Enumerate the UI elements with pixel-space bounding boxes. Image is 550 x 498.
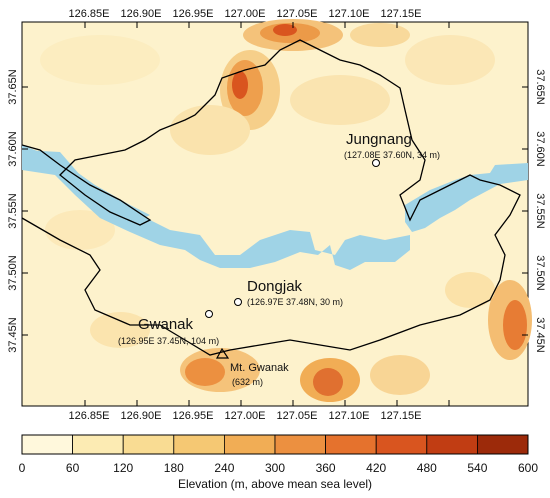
lon-tick-top-3: 126.95E	[173, 8, 214, 20]
lat-tick-left-4: 37.50N	[7, 255, 19, 291]
colorbar-tick-label: 540	[467, 461, 487, 475]
site-gwanak: Gwanak (126.95E 37.45N, 104 m)	[118, 310, 219, 346]
colorbar-swatch	[426, 434, 478, 455]
colorbar-swatch	[72, 434, 124, 455]
lon-tick-bottom-5: 127.05E	[277, 410, 318, 422]
lon-tick-top-2: 126.90E	[121, 8, 162, 20]
lon-tick-bottom-4: 127.00E	[225, 410, 266, 422]
site-name: Gwanak	[138, 316, 194, 333]
colorbar-title: Elevation (m, above mean sea level)	[178, 477, 372, 491]
site-marker-circle	[205, 310, 213, 318]
site-coords: (126.97E 37.48N, 30 m)	[247, 297, 343, 307]
site-dongjak: Dongjak (126.97E 37.48N, 30 m)	[234, 278, 343, 307]
lon-tick-top-1: 126.85E	[69, 8, 110, 20]
lat-tick-left-2: 37.60N	[7, 131, 19, 167]
elevation-field	[40, 19, 532, 402]
colorbar-tick-label: 300	[265, 461, 285, 475]
colorbar-swatch	[21, 434, 73, 455]
colorbar-tick-label: 60	[66, 461, 80, 475]
colorbar-outline	[21, 434, 529, 455]
colorbar-tick-label: 480	[417, 461, 437, 475]
lon-tick-bottom-7: 127.15E	[381, 410, 422, 422]
colorbar-tick-label: 420	[366, 461, 386, 475]
lon-tick-bottom-3: 126.95E	[173, 410, 214, 422]
lon-tick-bottom-2: 126.90E	[121, 410, 162, 422]
lon-tick-top-7: 127.15E	[381, 8, 422, 20]
lon-tick-bottom-1: 126.85E	[69, 410, 110, 422]
site-coords: (632 m)	[232, 377, 263, 387]
lat-tick-right-1: 37.65N	[534, 69, 546, 105]
site-name: Mt. Gwanak	[230, 362, 289, 374]
colorbar: 0 60 120 180 240 300 360 420 480 540 600 Elevation…	[19, 434, 538, 491]
colorbar-swatch	[122, 434, 175, 455]
colorbar-swatch	[375, 434, 428, 455]
lat-tick-left-3: 37.55N	[7, 193, 19, 229]
site-name: Jungnang	[346, 131, 412, 148]
site-jungnang: Jungnang (127.08E 37.60N, 34 m)	[344, 131, 440, 167]
site-marker-circle	[234, 298, 242, 306]
site-name: Dongjak	[247, 278, 303, 295]
colorbar-tick-label: 0	[19, 461, 26, 475]
lat-tick-left-1: 37.65N	[7, 69, 19, 105]
site-mt-gwanak: Mt. Gwanak (632 m)	[215, 347, 289, 387]
lon-tick-top-6: 127.10E	[329, 8, 370, 20]
site-coords: (126.95E 37.45N, 104 m)	[118, 336, 219, 346]
lon-tick-top-4: 127.00E	[225, 8, 266, 20]
colorbar-swatch	[274, 434, 326, 455]
river-east	[405, 163, 528, 232]
site-coords: (127.08E 37.60N, 34 m)	[344, 150, 440, 160]
colorbar-tick-label: 120	[113, 461, 133, 475]
frame-ticks	[22, 22, 528, 406]
lon-tick-top-5: 127.05E	[277, 8, 318, 20]
lon-tick-bottom-6: 127.10E	[329, 410, 370, 422]
lat-tick-right-4: 37.50N	[534, 255, 546, 291]
lat-tick-right-2: 37.60N	[534, 131, 546, 167]
colorbar-swatch	[223, 434, 276, 455]
colorbar-swatch	[325, 434, 377, 455]
mountain-triangle-icon	[215, 347, 230, 359]
colorbar-swatch	[173, 434, 225, 455]
colorbar-tick-label: 600	[518, 461, 538, 475]
site-marker-circle	[372, 159, 380, 167]
city-boundary	[21, 39, 521, 356]
colorbar-tick-label: 180	[164, 461, 184, 475]
colorbar-tick-label: 240	[214, 461, 234, 475]
colorbar-tick-label: 360	[316, 461, 336, 475]
lat-tick-right-5: 37.45N	[534, 317, 546, 353]
lat-tick-right-3: 37.55N	[534, 193, 546, 229]
colorbar-swatch	[476, 434, 529, 455]
lat-tick-left-5: 37.45N	[7, 317, 19, 353]
